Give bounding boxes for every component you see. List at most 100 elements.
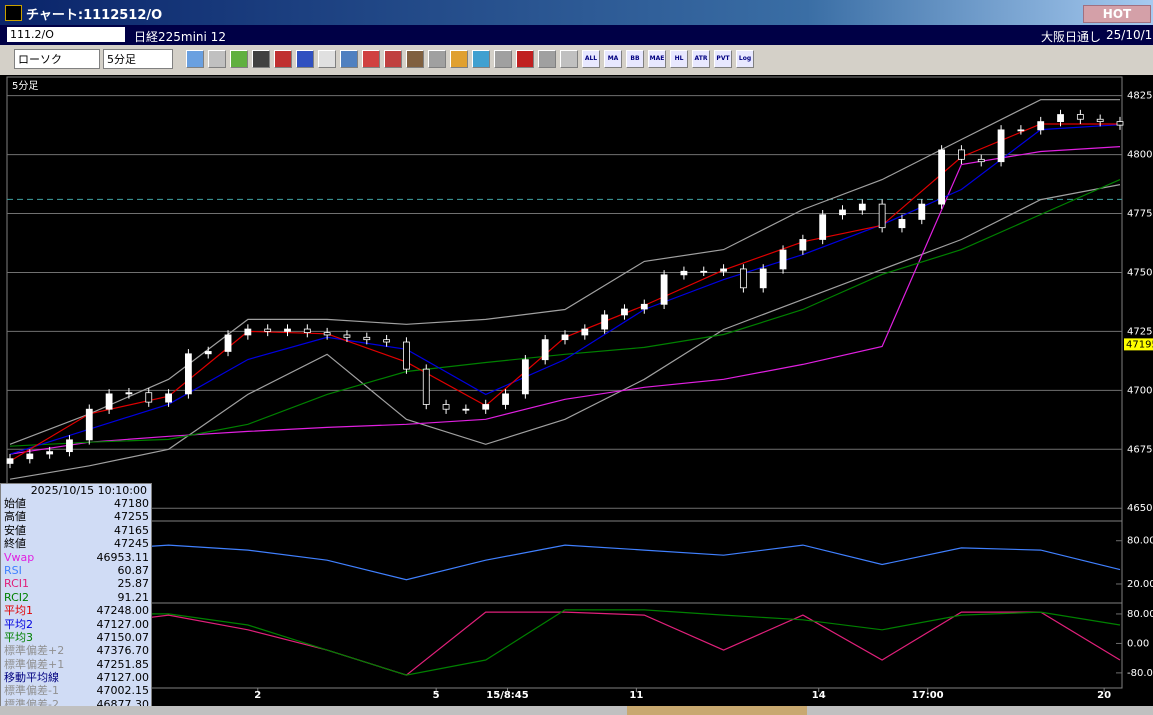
info-row: 標準偏差+2 47376.70 — [1, 644, 151, 657]
toolbar-button[interactable] — [230, 50, 248, 68]
scrollbar — [0, 706, 1153, 715]
info-value: 60.87 — [117, 563, 150, 577]
y-tick-label: -80.00 — [1127, 668, 1153, 679]
info-value: 47127.00 — [96, 671, 150, 685]
y-tick-label: 46750 — [1127, 444, 1153, 455]
indicator-line — [9, 184, 1121, 480]
info-label: RCI2 — [4, 590, 30, 604]
candle-body — [621, 308, 628, 316]
toolbar-button[interactable] — [406, 50, 424, 68]
toolbar-button[interactable] — [318, 50, 336, 68]
toolbar-button[interactable]: PVT — [714, 50, 732, 68]
candle-body — [303, 328, 311, 333]
candle-body — [878, 203, 886, 229]
toolbar-button[interactable]: ATR — [692, 50, 710, 68]
last-price-label: 47195 — [1126, 339, 1153, 350]
hot-button[interactable]: HOT — [1083, 5, 1151, 23]
x-tick-label: 5 — [433, 690, 440, 701]
toolbar-button[interactable] — [494, 50, 512, 68]
last-price-box — [1124, 338, 1153, 351]
toolbar-button[interactable]: HL — [670, 50, 688, 68]
candle-body — [521, 359, 529, 395]
toolbar-button[interactable] — [450, 50, 468, 68]
candle-body — [541, 339, 549, 361]
toolbar-button[interactable] — [538, 50, 556, 68]
candle-body — [482, 404, 490, 410]
toolbar-button[interactable] — [560, 50, 578, 68]
info-row: 始値 47180 — [1, 497, 151, 510]
candle-body — [184, 353, 192, 395]
info-row: 平均1 47248.00 — [1, 604, 151, 617]
x-tick-label: 17:00 — [912, 690, 944, 701]
info-row: 標準偏差-1 47002.15 — [1, 684, 151, 697]
candle-body — [958, 149, 965, 160]
candle-body — [26, 453, 34, 460]
toolbar-button[interactable] — [296, 50, 314, 68]
toolbar-button[interactable] — [252, 50, 270, 68]
candle-body — [1076, 114, 1084, 120]
toolbar-button[interactable] — [340, 50, 358, 68]
candle-body — [601, 314, 609, 330]
candle-body — [759, 268, 767, 289]
x-tick-label: 11 — [629, 690, 643, 701]
toolbar-button[interactable]: MAE — [648, 50, 666, 68]
scroll-thumb[interactable] — [627, 706, 807, 715]
y-tick-label: 0.00 — [1127, 638, 1149, 649]
interval-select[interactable]: 5分足 — [103, 49, 173, 69]
toolbar-button[interactable] — [186, 50, 204, 68]
candle-body — [442, 404, 450, 410]
info-value: 47165 — [114, 523, 149, 537]
x-tick-label: 14 — [812, 690, 826, 701]
info-value: 47002.15 — [96, 684, 150, 698]
market: 大阪日通し — [1040, 30, 1101, 44]
candle-body — [145, 392, 153, 403]
candle-body — [125, 392, 133, 395]
app-icon — [5, 5, 22, 21]
candle-body — [502, 393, 509, 405]
toolbar-button[interactable] — [472, 50, 490, 68]
toolbar-button[interactable] — [516, 50, 534, 68]
info-row: RCI1 25.87 — [1, 577, 151, 590]
plot-frame — [6, 76, 1123, 689]
candle-body — [739, 268, 747, 289]
candle-body — [1096, 118, 1104, 123]
info-row: 平均2 47127.00 — [1, 618, 151, 631]
info-label: 安値 — [4, 523, 26, 537]
toolbar-button[interactable]: MA — [604, 50, 622, 68]
candle-body — [244, 328, 252, 336]
info-value: 25.87 — [117, 577, 150, 591]
toolbar-button[interactable]: BB — [626, 50, 644, 68]
info-label: RCI1 — [4, 577, 30, 591]
y-tick-label: 48000 — [1127, 150, 1153, 161]
y-tick-label: 47750 — [1127, 209, 1153, 220]
toolbar-button[interactable]: ALL — [582, 50, 600, 68]
toolbar-button[interactable] — [274, 50, 292, 68]
candle-body — [977, 158, 985, 163]
candle-body — [403, 341, 410, 370]
candle-body — [1116, 121, 1124, 126]
candle-body — [997, 129, 1005, 163]
y-tick-label: 46500 — [1127, 503, 1153, 514]
toolbar-button[interactable] — [428, 50, 446, 68]
candle-body — [165, 393, 172, 403]
candle-body — [383, 339, 391, 343]
info-row: RSI 60.87 — [1, 564, 151, 577]
y-tick-label: 47500 — [1127, 267, 1153, 278]
chart-style-select[interactable]: ローソク — [14, 49, 100, 69]
candle-body — [323, 332, 331, 336]
toolbar-button[interactable] — [362, 50, 380, 68]
toolbar-button[interactable] — [208, 50, 226, 68]
info-row: RCI2 91.21 — [1, 591, 151, 604]
symbol-select[interactable]: 111.2/O — [7, 27, 125, 42]
toolbar-button[interactable] — [384, 50, 402, 68]
candle-body — [46, 451, 54, 455]
info-label: 終値 — [4, 537, 26, 551]
symbol-bar: 111.2/O 日経225mini 12 大阪日通し 25/10/17 — [0, 25, 1153, 45]
info-value: 47255 — [114, 510, 149, 524]
y-tick-label: 47250 — [1127, 326, 1153, 337]
toolbar-button[interactable]: Log — [736, 50, 754, 68]
info-row: 終値 47245 — [1, 537, 151, 550]
symbol-name: 日経225mini 12 — [134, 30, 226, 44]
candle-body — [938, 149, 946, 205]
candle-body — [6, 458, 14, 464]
